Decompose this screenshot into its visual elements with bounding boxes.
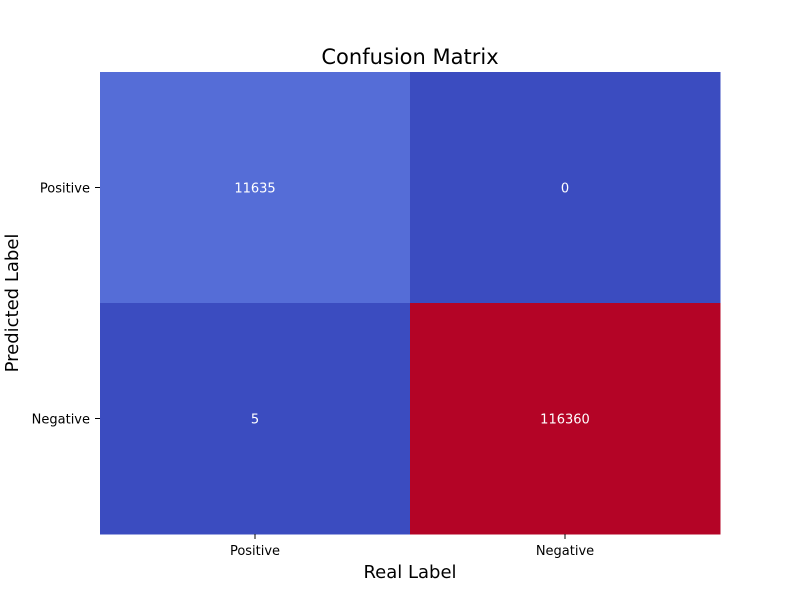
heatmap-cell-negative-positive — [100, 303, 411, 535]
x-tick-label: Negative — [536, 544, 594, 559]
x-axis-label: Real Label — [363, 562, 456, 583]
heatmap-cell-negative-negative — [410, 303, 721, 535]
x-tick-label: Positive — [230, 544, 280, 559]
cell-value-label: 0 — [561, 182, 569, 197]
y-tick-label: Positive — [40, 182, 90, 197]
y-tick-label: Negative — [32, 413, 90, 428]
axis-ticks: Positive Negative Positive Negative — [32, 182, 595, 560]
heatmap-cells: 11635 0 5 116360 — [100, 72, 721, 535]
y-axis-label: Predicted Label — [2, 234, 23, 373]
cell-value-label: 5 — [251, 413, 259, 428]
heatmap-cell-positive-positive — [100, 72, 411, 304]
cell-value-label: 11635 — [234, 182, 275, 197]
heatmap-cell-positive-negative — [410, 72, 721, 304]
chart-title: Confusion Matrix — [321, 45, 498, 69]
cell-value-label: 116360 — [540, 413, 590, 428]
